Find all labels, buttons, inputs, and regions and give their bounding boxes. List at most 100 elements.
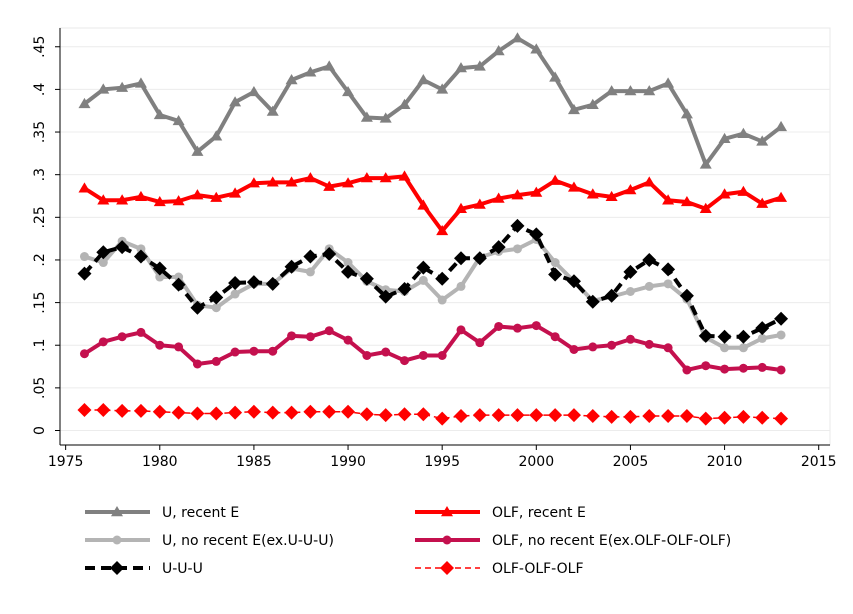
data-point xyxy=(699,202,712,213)
data-point xyxy=(322,246,337,261)
data-point xyxy=(625,287,635,297)
data-point xyxy=(623,264,638,279)
data-point xyxy=(228,275,243,290)
data-point xyxy=(191,189,204,200)
data-point xyxy=(605,190,618,202)
data-point xyxy=(116,81,129,92)
data-point xyxy=(209,290,224,305)
data-point xyxy=(494,321,504,331)
data-point xyxy=(77,403,92,418)
data-point xyxy=(97,194,110,205)
data-point xyxy=(718,188,731,199)
data-point xyxy=(362,350,372,360)
data-point xyxy=(737,127,750,138)
y-tick-label: .35 xyxy=(32,121,48,143)
data-point xyxy=(171,405,186,420)
data-point xyxy=(644,281,654,291)
data-point xyxy=(550,258,560,268)
data-point xyxy=(378,408,393,423)
data-point xyxy=(454,251,469,266)
data-point xyxy=(604,409,619,424)
data-point xyxy=(229,187,242,198)
data-point xyxy=(230,347,240,357)
data-point xyxy=(209,406,224,421)
legend-label: U, no recent E(ex.U-U-U) xyxy=(162,533,334,549)
data-point xyxy=(152,261,167,276)
data-point xyxy=(417,74,430,85)
x-tick-label: 2000 xyxy=(518,454,554,470)
data-point xyxy=(265,276,280,291)
data-point xyxy=(324,326,334,336)
data-point xyxy=(134,190,147,202)
data-point xyxy=(77,266,92,281)
data-point xyxy=(360,172,373,183)
data-point xyxy=(717,329,732,344)
data-point xyxy=(304,66,317,77)
data-point xyxy=(416,407,431,422)
data-point xyxy=(607,340,617,350)
data-point xyxy=(736,329,751,344)
data-point xyxy=(643,176,656,187)
data-point xyxy=(774,311,789,326)
data-point xyxy=(79,349,89,359)
data-point xyxy=(455,202,468,213)
legend-marker xyxy=(111,506,123,517)
data-point xyxy=(418,350,428,360)
data-point xyxy=(586,188,599,199)
y-tick-label: .1 xyxy=(32,339,48,352)
data-point xyxy=(174,342,184,352)
data-point xyxy=(755,410,770,425)
data-point xyxy=(531,321,541,331)
data-point xyxy=(343,258,353,268)
data-point xyxy=(134,77,147,88)
data-point xyxy=(548,408,563,423)
data-point xyxy=(604,288,619,303)
data-point xyxy=(492,45,505,56)
data-point xyxy=(491,408,506,423)
data-point xyxy=(549,174,562,185)
data-point xyxy=(305,332,315,342)
data-point xyxy=(266,105,279,116)
data-point xyxy=(152,404,167,419)
data-point xyxy=(400,356,410,366)
data-point xyxy=(529,227,544,242)
data-point xyxy=(756,197,769,208)
data-point xyxy=(585,409,600,424)
data-point xyxy=(698,411,713,426)
data-point xyxy=(96,245,111,260)
data-point xyxy=(491,240,506,255)
data-point xyxy=(398,170,411,181)
data-point xyxy=(284,259,299,274)
data-point xyxy=(192,359,202,369)
data-point xyxy=(378,289,393,304)
data-point xyxy=(475,338,485,348)
data-point xyxy=(720,364,730,374)
data-point xyxy=(265,405,280,420)
data-point xyxy=(623,409,638,424)
data-point xyxy=(776,330,786,340)
data-point xyxy=(79,252,89,262)
data-point xyxy=(381,347,391,357)
data-point xyxy=(305,267,315,277)
data-point xyxy=(567,103,580,115)
data-point xyxy=(737,185,750,196)
data-point xyxy=(774,411,789,426)
legend-marker xyxy=(441,506,453,517)
data-point xyxy=(153,195,166,207)
data-point xyxy=(246,275,261,290)
data-point xyxy=(624,184,637,195)
x-tick-label: 2015 xyxy=(801,454,837,470)
data-point xyxy=(663,279,673,289)
data-point xyxy=(529,408,544,423)
data-point xyxy=(511,189,524,200)
data-point xyxy=(268,346,278,356)
data-point xyxy=(398,98,411,109)
data-point xyxy=(720,343,730,353)
data-point xyxy=(605,85,618,96)
data-point xyxy=(435,411,450,426)
y-tick-label: .25 xyxy=(32,206,48,228)
data-point xyxy=(698,328,713,343)
data-point xyxy=(284,405,299,420)
data-point xyxy=(661,409,676,424)
